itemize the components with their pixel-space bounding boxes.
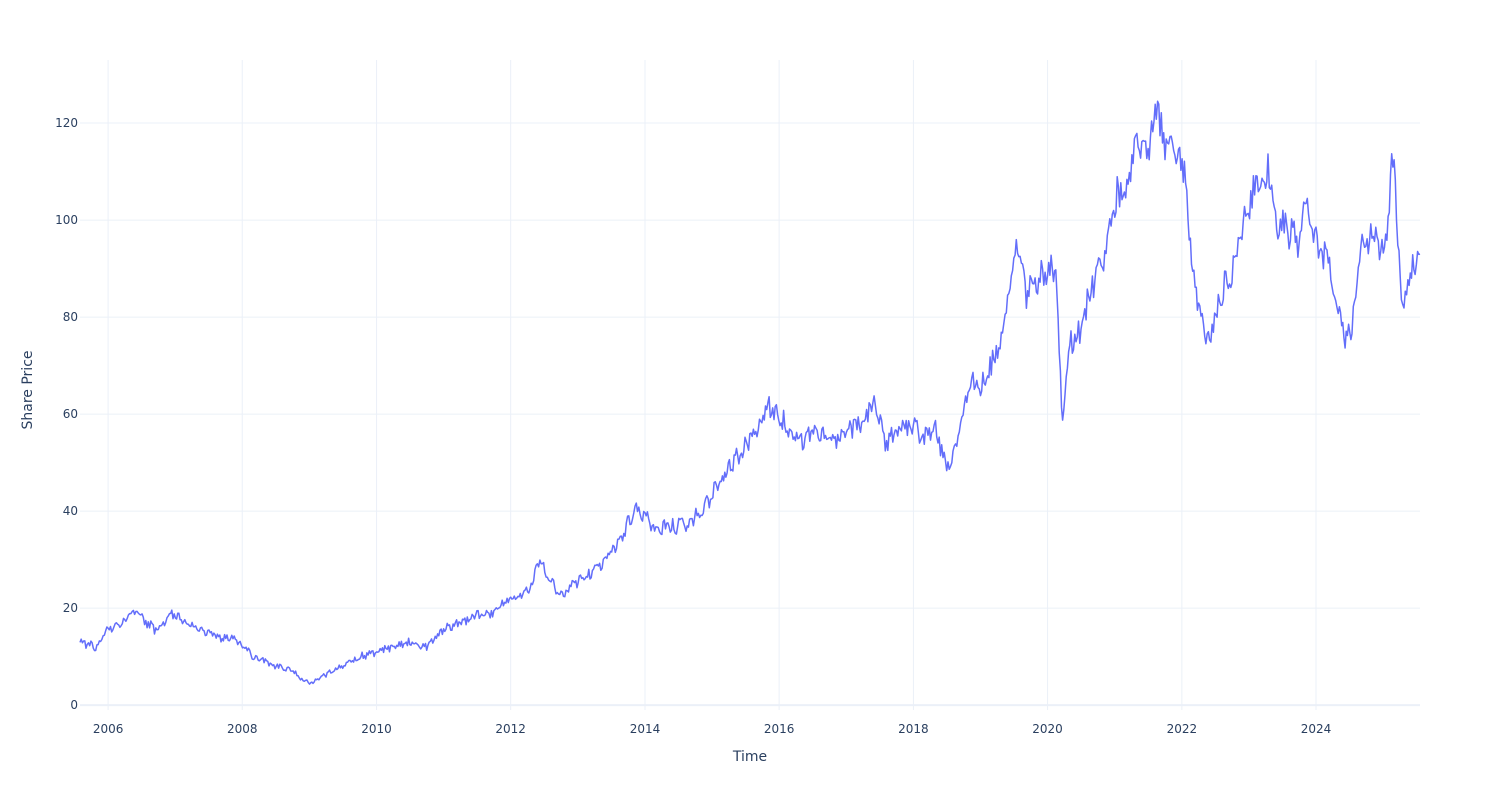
y-tick-label: 100 <box>55 213 78 227</box>
x-tick-label: 2014 <box>630 722 661 736</box>
y-axis-title: Share Price <box>20 350 36 429</box>
x-tick-label: 2012 <box>495 722 526 736</box>
x-tick-label: 2006 <box>93 722 124 736</box>
y-tick-labels: 0 20 40 60 80 100 120 <box>55 116 78 712</box>
x-tick-labels: 2006 2008 2010 2012 2014 2016 2018 2020 2022 2024 <box>93 722 1331 736</box>
y-tick-label: 20 <box>63 601 78 615</box>
y-tick-label: 80 <box>63 310 78 324</box>
x-tick-label: 2008 <box>227 722 258 736</box>
series-group <box>79 100 1421 685</box>
x-tick-label: 2010 <box>361 722 392 736</box>
x-tick-label: 2022 <box>1167 722 1198 736</box>
price-series-line <box>79 100 1421 685</box>
y-gridlines <box>80 122 1420 707</box>
x-tick-label: 2018 <box>898 722 929 736</box>
x-gridlines <box>107 60 1317 710</box>
x-tick-label: 2016 <box>764 722 795 736</box>
x-tick-label: 2024 <box>1301 722 1332 736</box>
x-tick-label: 2020 <box>1032 722 1063 736</box>
y-tick-label: 60 <box>63 407 78 421</box>
y-tick-label: 40 <box>63 504 78 518</box>
y-tick-label: 120 <box>55 116 78 130</box>
y-tick-label: 0 <box>70 698 78 712</box>
x-axis-title: Time <box>732 749 767 765</box>
